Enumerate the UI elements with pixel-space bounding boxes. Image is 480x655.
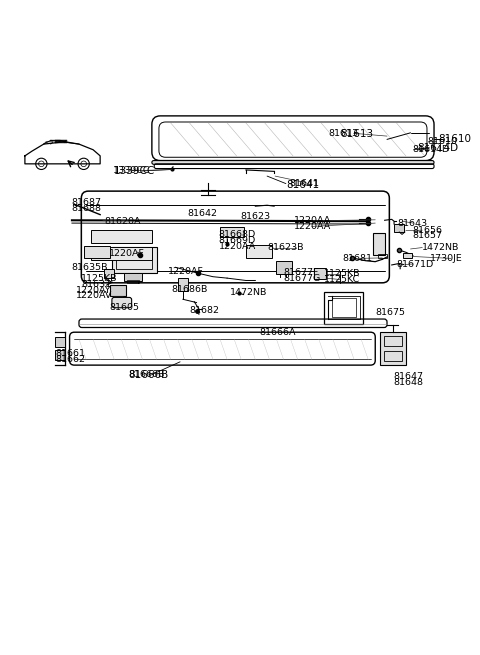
- Text: 81666A: 81666A: [259, 328, 296, 337]
- Text: 1220AF: 1220AF: [168, 267, 204, 276]
- Bar: [246, 245, 272, 258]
- Text: 81614D: 81614D: [418, 143, 459, 153]
- Text: 81614D: 81614D: [413, 145, 450, 154]
- Text: 1339CC: 1339CC: [114, 166, 156, 176]
- Bar: [220, 227, 243, 237]
- Text: 81620A: 81620A: [105, 217, 141, 226]
- FancyBboxPatch shape: [152, 160, 434, 164]
- Text: 81668D: 81668D: [219, 231, 256, 239]
- Text: 1220AV: 1220AV: [76, 291, 112, 301]
- Bar: [56, 350, 65, 360]
- Text: 1472NB: 1472NB: [230, 288, 268, 297]
- Bar: [109, 285, 126, 295]
- Bar: [124, 273, 143, 282]
- Text: 81677G: 81677G: [284, 274, 321, 283]
- Bar: [384, 336, 402, 346]
- Bar: [314, 269, 326, 278]
- Text: 1472NB: 1472NB: [422, 243, 460, 252]
- Text: 81635B: 81635B: [71, 263, 108, 272]
- Text: 1220AA: 1220AA: [294, 216, 332, 225]
- Bar: [56, 140, 67, 143]
- Text: 81662: 81662: [56, 354, 85, 364]
- Bar: [112, 247, 156, 273]
- Text: 81613: 81613: [328, 129, 359, 138]
- Bar: [404, 253, 412, 258]
- Text: 81666B: 81666B: [128, 369, 168, 379]
- Bar: [380, 332, 406, 365]
- Text: 81623B: 81623B: [267, 243, 303, 252]
- Text: 81681: 81681: [343, 254, 373, 263]
- Bar: [104, 269, 114, 278]
- Text: 81675: 81675: [375, 308, 405, 317]
- Bar: [91, 247, 152, 260]
- Text: 1220AY: 1220AY: [76, 286, 111, 295]
- Text: 81641: 81641: [286, 179, 319, 189]
- Text: 1125KB: 1125KB: [81, 274, 118, 283]
- Text: 1730JE: 1730JE: [430, 254, 463, 263]
- Bar: [116, 252, 152, 269]
- Text: 81610: 81610: [427, 137, 457, 146]
- Text: 1125KB: 1125KB: [324, 269, 360, 278]
- Text: 81647: 81647: [394, 373, 423, 381]
- Bar: [56, 337, 65, 347]
- Bar: [384, 351, 402, 362]
- Text: 81641: 81641: [289, 179, 319, 188]
- Text: 81661: 81661: [56, 349, 85, 358]
- Bar: [324, 291, 363, 324]
- Text: 1220AF: 1220AF: [108, 249, 144, 257]
- Text: 81682: 81682: [190, 306, 219, 314]
- Text: 1220AA: 1220AA: [219, 242, 256, 251]
- Bar: [84, 246, 109, 258]
- Bar: [394, 223, 405, 232]
- Bar: [373, 233, 384, 255]
- Text: 81666B: 81666B: [128, 370, 165, 379]
- Text: 81686B: 81686B: [172, 286, 208, 294]
- Text: 81687: 81687: [71, 198, 101, 207]
- Bar: [113, 295, 123, 299]
- Text: 81631: 81631: [81, 280, 111, 289]
- Text: 81677F: 81677F: [284, 269, 319, 278]
- Text: 1339CC: 1339CC: [113, 166, 151, 176]
- Text: 81648: 81648: [394, 378, 423, 387]
- FancyBboxPatch shape: [112, 297, 132, 308]
- Text: 1125KC: 1125KC: [324, 275, 360, 284]
- Bar: [378, 254, 387, 258]
- Text: 81688: 81688: [71, 204, 101, 213]
- Text: 81657: 81657: [412, 231, 442, 240]
- Text: 81669D: 81669D: [219, 236, 256, 245]
- Text: 81671D: 81671D: [396, 259, 433, 269]
- Text: 81610: 81610: [439, 134, 472, 144]
- Text: 1220AA: 1220AA: [294, 222, 332, 231]
- Bar: [276, 261, 291, 274]
- Bar: [91, 230, 152, 243]
- Text: 81656: 81656: [412, 226, 442, 234]
- Bar: [127, 280, 139, 284]
- Bar: [178, 278, 188, 291]
- Text: 81643: 81643: [398, 219, 428, 227]
- Text: 81623: 81623: [240, 212, 270, 221]
- Text: 81642: 81642: [187, 209, 217, 217]
- Text: 81605: 81605: [109, 303, 140, 312]
- Text: 81613: 81613: [340, 129, 373, 139]
